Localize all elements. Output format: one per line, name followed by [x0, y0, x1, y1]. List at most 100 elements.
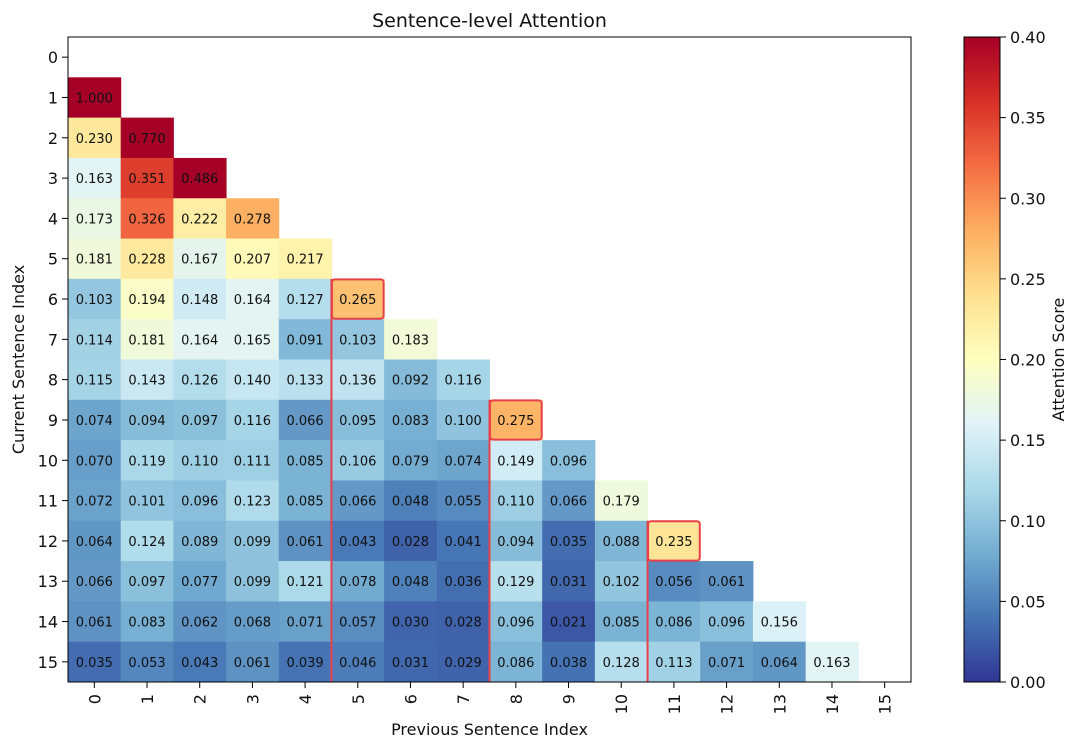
cell-value-label: 0.068 [234, 616, 271, 631]
cell-value-label: 0.173 [76, 212, 113, 227]
colorbar-label: Attention Score [1049, 298, 1068, 422]
colorbar [963, 36, 1001, 683]
x-tick-label: 8 [507, 694, 526, 704]
y-tick-label: 3 [48, 169, 58, 188]
heatmap-cell [173, 480, 227, 522]
colorbar-tick-label: 0.10 [1010, 512, 1046, 531]
heatmap-cell [489, 561, 543, 602]
cell-value-label: 0.078 [339, 575, 376, 590]
heatmap-cell [542, 561, 596, 602]
heatmap-cell [594, 641, 649, 683]
cell-value-label: 0.077 [181, 575, 218, 590]
cell-value-label: 0.055 [445, 495, 482, 510]
heatmap-cell [436, 399, 490, 441]
heatmap-cell [594, 480, 649, 522]
cell-value-label: 0.085 [603, 616, 640, 631]
cell-value-label: 0.089 [181, 535, 218, 550]
heatmap-cell [68, 157, 122, 199]
cell-value-label: 0.091 [286, 333, 323, 348]
heatmap-cell [173, 440, 227, 481]
heatmap-cell [489, 399, 543, 441]
heatmap-cell [331, 440, 385, 481]
cell-value-label: 0.111 [234, 454, 271, 469]
colorbar-tick-label: 0.20 [1010, 351, 1046, 370]
cell-value-label: 0.102 [603, 575, 640, 590]
cell-value-label: 0.265 [339, 293, 376, 308]
heatmap-cell [68, 238, 122, 280]
heatmap-cell [120, 278, 174, 320]
heatmap-cell [226, 319, 280, 360]
cell-value-label: 0.094 [497, 535, 534, 550]
cell-value-label: 0.097 [181, 414, 218, 429]
cell-value-label: 0.099 [234, 575, 271, 590]
heatmap-cell [173, 319, 227, 360]
heatmap-cell [436, 561, 490, 602]
x-tick-label: 7 [454, 694, 473, 704]
cell-value-label: 0.094 [128, 414, 165, 429]
heatmap-cell [68, 117, 122, 159]
heatmap-cell [278, 359, 332, 401]
cell-value-label: 0.486 [181, 172, 218, 187]
cell-value-label: 0.066 [76, 575, 113, 590]
cell-value-label: 0.070 [76, 454, 113, 469]
heatmap-cell [68, 278, 122, 320]
heatmap-cell [331, 319, 385, 360]
cell-value-label: 0.103 [76, 293, 113, 308]
cell-value-label: 0.163 [813, 656, 850, 671]
heatmap-cell [120, 520, 174, 562]
heatmap-cell [384, 520, 438, 562]
cell-value-label: 0.116 [445, 374, 482, 389]
heatmap-cell [68, 641, 122, 683]
cell-value-label: 0.101 [128, 495, 165, 510]
heatmap-cell [120, 359, 174, 401]
heatmap-cell [752, 641, 807, 683]
heatmap-cell [331, 520, 385, 562]
cell-value-label: 0.222 [181, 212, 218, 227]
cell-value-label: 0.035 [550, 535, 587, 550]
cell-value-label: 0.110 [181, 454, 218, 469]
heatmap-cell [594, 561, 649, 602]
cell-value-label: 0.095 [339, 414, 376, 429]
heatmap-cell [120, 440, 174, 481]
heatmap-cell [226, 440, 280, 481]
cell-value-label: 0.207 [234, 253, 271, 268]
heatmap-cells [68, 77, 859, 683]
heatmap-cell [489, 440, 543, 481]
heatmap-cell [226, 359, 280, 401]
heatmap-cell-labels: 1.000 0.230 0.770 0.163 0.351 0.486 0.173 0.326… [76, 91, 851, 670]
y-axis-label: Current Sentence Index [9, 265, 28, 454]
cell-value-label: 0.770 [128, 132, 165, 147]
heatmap-cell [68, 440, 122, 481]
cell-value-label: 0.167 [181, 253, 218, 268]
x-tick-label: 15 [876, 694, 895, 714]
cell-value-label: 0.028 [445, 616, 482, 631]
y-tick-label: 2 [48, 129, 58, 148]
heatmap-cell [68, 601, 122, 643]
cell-value-label: 0.048 [392, 495, 429, 510]
cell-value-label: 0.061 [286, 535, 323, 550]
heatmap-cell [436, 480, 490, 522]
heatmap-cell [120, 198, 174, 240]
cell-value-label: 0.156 [761, 616, 798, 631]
cell-value-label: 0.046 [339, 656, 376, 671]
cell-value-label: 0.133 [286, 374, 323, 389]
heatmap-cell [278, 319, 332, 360]
heatmap-cell [331, 278, 385, 320]
cell-value-label: 0.228 [128, 253, 165, 268]
x-tick-label: 11 [665, 694, 684, 714]
cell-value-label: 0.074 [445, 454, 482, 469]
heatmap-cell [331, 480, 385, 522]
cell-value-label: 0.103 [339, 333, 376, 348]
heatmap-cell [331, 641, 385, 683]
cell-value-label: 0.096 [181, 495, 218, 510]
heatmap-cell [436, 440, 490, 481]
x-tick-label: 10 [612, 694, 631, 714]
heatmap-cell [384, 561, 438, 602]
x-tick-label: 2 [191, 694, 210, 704]
heatmap-cell [278, 399, 332, 441]
heatmap-cell [384, 399, 438, 441]
x-tick-label: 6 [401, 694, 420, 704]
x-axis-label: Previous Sentence Index [391, 720, 588, 739]
cell-value-label: 0.115 [76, 374, 113, 389]
